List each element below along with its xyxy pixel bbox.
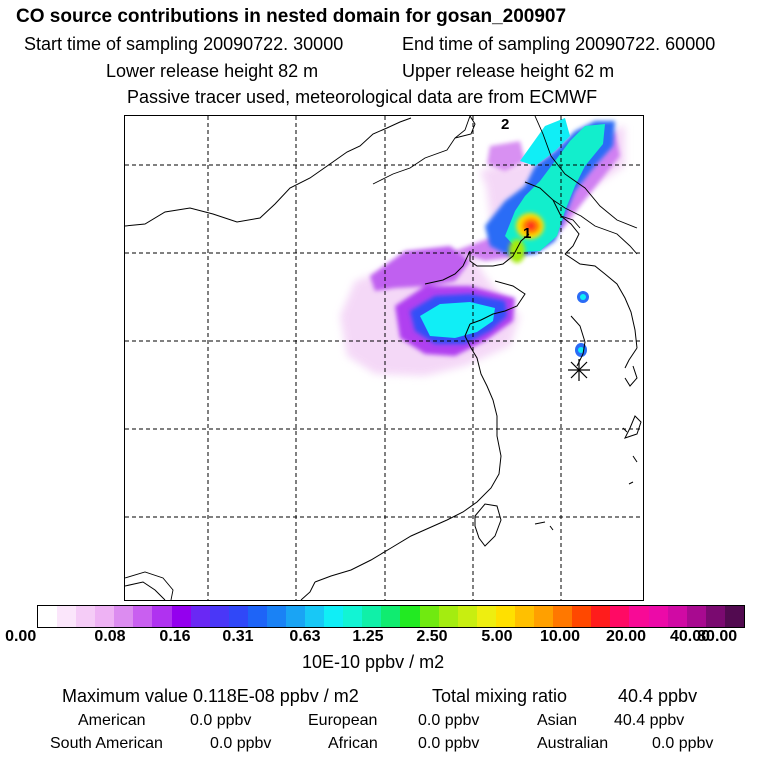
- colorbar-segment: [209, 606, 229, 627]
- colorbar-segment: [534, 606, 554, 627]
- colorbar-segment: [95, 606, 115, 627]
- colorbar-segment: [667, 606, 687, 627]
- colorbar: [37, 605, 745, 628]
- region-european-label: European: [308, 712, 378, 729]
- colorbar-segment: [343, 606, 363, 627]
- colorbar-tick-label: 40.00: [669, 628, 711, 645]
- colorbar-segment: [648, 606, 668, 627]
- upper-release-label: Upper release height 62 m: [402, 61, 615, 81]
- colorbar-segment: [705, 606, 725, 627]
- colorbar-segment: [286, 606, 306, 627]
- colorbar-tick-label: 0.31: [222, 628, 254, 645]
- colorbar-segment: [495, 606, 515, 627]
- colorbar-segment: [266, 606, 287, 627]
- lat-lon-grid: [125, 116, 643, 600]
- region-south-american-value: 0.0 ppbv: [210, 735, 272, 752]
- colorbar-segment: [724, 606, 744, 627]
- colorbar-units: 10E-10 ppbv / m2: [302, 652, 445, 672]
- region-european-value: 0.0 ppbv: [418, 712, 480, 729]
- region-american-label: American: [78, 712, 146, 729]
- map-panel: 1 2: [124, 115, 644, 601]
- colorbar-segment: [190, 606, 210, 627]
- colorbar-tick-label: 0.16: [159, 628, 191, 645]
- region-south-american-label: South American: [50, 735, 163, 752]
- colorbar-segment: [114, 606, 134, 627]
- colorbar-segment: [514, 606, 535, 627]
- colorbar-tick-label: 2.50: [416, 628, 448, 645]
- colorbar-segment: [686, 606, 706, 627]
- colorbar-segment: [381, 606, 401, 627]
- colorbar-segment: [247, 606, 267, 627]
- colorbar-ticks: 0.00 0.08 0.16 0.31 0.63 1.25 2.50 5.00 10.00 20.…: [0, 628, 768, 648]
- colorbar-segment: [457, 606, 477, 627]
- colorbar-tick-label: 20.00: [605, 628, 647, 645]
- colorbar-segment: [572, 606, 592, 627]
- colorbar-segment: [419, 606, 439, 627]
- colorbar-segment: [324, 606, 344, 627]
- colorbar-segment: [591, 606, 611, 627]
- region-australian-label: Australian: [537, 735, 609, 752]
- plume-hotspot: [509, 213, 544, 263]
- borders: [125, 116, 638, 600]
- total-mixing-ratio-label: Total mixing ratio: [432, 686, 568, 706]
- total-mixing-ratio-value: 40.4 ppbv: [618, 686, 698, 706]
- asterisk-icon: [568, 359, 590, 381]
- colorbar-segment: [610, 606, 630, 627]
- map-canvas: 1 2: [125, 116, 643, 600]
- region-african-label: African: [328, 735, 378, 752]
- region-asian-label: Asian: [537, 712, 578, 729]
- colorbar-segment: [438, 606, 458, 627]
- colorbar-segment: [57, 606, 77, 627]
- colorbar-tick-label: 10.00: [539, 628, 581, 645]
- colorbar-segment: [228, 606, 248, 627]
- colorbar-segment: [38, 606, 58, 627]
- colorbar-tick-label: 0.00: [5, 628, 37, 645]
- lower-release-label: Lower release height 82 m: [106, 61, 319, 81]
- maximum-value-label: Maximum value 0.118E-08 ppbv / m2: [62, 686, 359, 706]
- region-african-value: 0.0 ppbv: [418, 735, 480, 752]
- colorbar-segment: [629, 606, 649, 627]
- colorbar-segment: [133, 606, 153, 627]
- start-time-label: Start time of sampling 20090722. 30000: [24, 34, 344, 54]
- marker-1: 1: [523, 225, 531, 242]
- end-time-label: End time of sampling 20090722. 60000: [402, 34, 716, 54]
- colorbar-segment: [171, 606, 191, 627]
- marker-2: 2: [501, 116, 509, 133]
- colorbar-tick-label: 1.25: [352, 628, 384, 645]
- colorbar-segment: [305, 606, 325, 627]
- colorbar-tick-label: 5.00: [481, 628, 513, 645]
- coastlines: [125, 116, 642, 600]
- plume-spots: [575, 291, 589, 357]
- tracer-info-label: Passive tracer used, meteorological data…: [127, 87, 598, 107]
- colorbar-segment: [362, 606, 382, 627]
- colorbar-tick-label: 80.00: [697, 628, 738, 645]
- colorbar-segment: [152, 606, 172, 627]
- colorbar-segment: [553, 606, 573, 627]
- region-asian-value: 40.4 ppbv: [614, 712, 685, 729]
- region-american-value: 0.0 ppbv: [190, 712, 252, 729]
- colorbar-tick-label: 0.63: [289, 628, 321, 645]
- colorbar-segment: [476, 606, 496, 627]
- region-australian-value: 0.0 ppbv: [652, 735, 714, 752]
- chart-title: CO source contributions in nested domain…: [16, 6, 567, 27]
- colorbar-segment: [400, 606, 420, 627]
- colorbar-tick-label: 0.08: [94, 628, 126, 645]
- colorbar-segment: [76, 606, 96, 627]
